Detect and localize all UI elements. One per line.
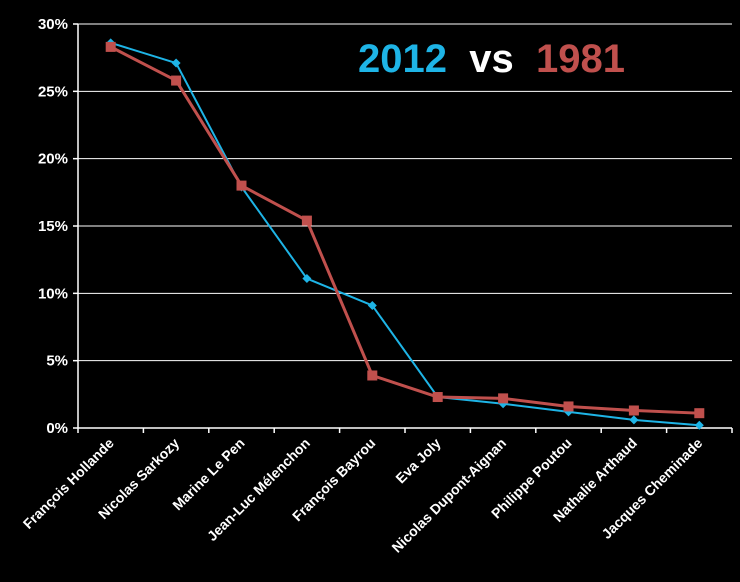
data-point-marker <box>694 420 704 430</box>
data-point-marker <box>105 41 116 52</box>
chart-title-2012: 2012 <box>358 37 447 81</box>
axes <box>73 23 733 433</box>
series-line <box>110 41 700 427</box>
data-point-marker <box>301 215 312 226</box>
data-point-marker <box>367 370 378 381</box>
y-tick-label: 20% <box>38 151 68 168</box>
series-line <box>110 45 700 415</box>
data-point-marker <box>432 392 443 403</box>
y-tick-label: 5% <box>46 353 68 370</box>
chart-title: 2012 vs 1981 <box>358 37 625 81</box>
data-point-marker <box>498 393 509 404</box>
data-point-marker <box>171 75 182 86</box>
data-point-marker <box>694 408 705 419</box>
gridlines <box>78 23 732 362</box>
y-tick-label: 0% <box>46 420 68 437</box>
y-tick-label: 15% <box>38 218 68 235</box>
y-tick-label: 30% <box>38 16 68 33</box>
data-point-marker <box>628 405 639 416</box>
data-point-marker <box>629 415 639 425</box>
y-tick-label: 25% <box>38 83 68 100</box>
series-lines <box>110 41 700 427</box>
data-point-marker <box>236 180 247 191</box>
data-point-marker <box>302 274 312 284</box>
data-point-marker <box>563 401 574 412</box>
y-axis-tick-labels: 0% 5% 10% 15% 20% 25% 30% <box>38 16 68 437</box>
data-point-marker <box>171 58 181 68</box>
data-point-marker <box>367 300 377 310</box>
y-tick-label: 10% <box>38 285 68 302</box>
chart-title-1981: 1981 <box>536 37 625 81</box>
series-markers <box>105 38 705 430</box>
chart-title-vs: vs <box>458 37 525 81</box>
